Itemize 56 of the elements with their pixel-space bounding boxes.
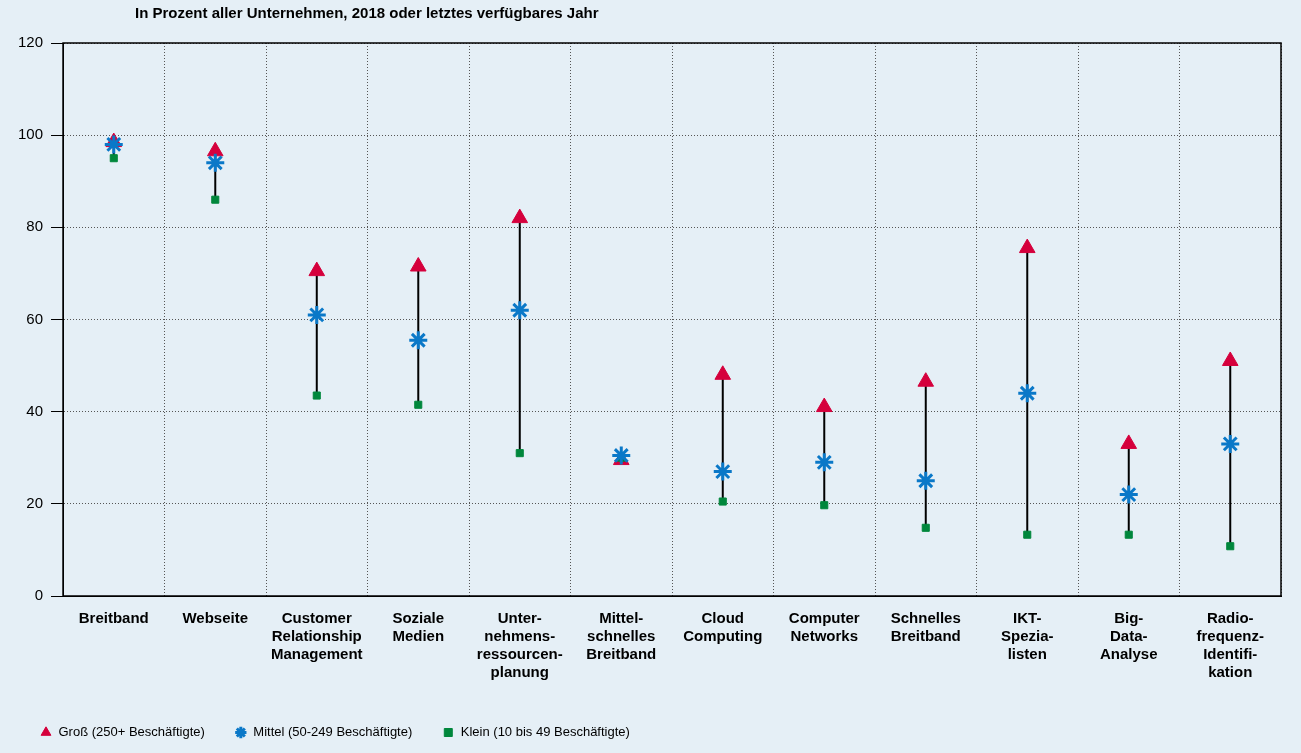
legend-label: Groß (250+ Beschäftigte) xyxy=(58,724,205,740)
point xyxy=(718,497,727,506)
point xyxy=(407,329,429,351)
x-tick-label: Soziale Medien xyxy=(392,609,445,645)
point xyxy=(1120,434,1138,449)
y-tick-label: 40 xyxy=(26,401,44,419)
y-tick-label: 120 xyxy=(18,33,44,51)
point xyxy=(714,365,732,380)
x-tick-label: Radio- frequenz- Identifi- kation xyxy=(1196,609,1265,681)
point xyxy=(1016,382,1038,404)
point xyxy=(1221,351,1239,366)
x-tick-label: Webseite xyxy=(182,609,249,627)
point xyxy=(712,461,734,483)
x-tick-label: Schnelles Breitband xyxy=(890,609,961,645)
point xyxy=(1023,530,1032,539)
point xyxy=(921,523,930,532)
point xyxy=(414,400,423,409)
y-tick-label: 60 xyxy=(26,309,44,327)
y-tick-label: 80 xyxy=(26,217,44,235)
point xyxy=(610,444,632,466)
point xyxy=(1018,238,1036,254)
point xyxy=(1226,542,1235,551)
point xyxy=(312,391,321,400)
chart-subtitle: In Prozent aller Unternehmen, 2018 oder letztes verfügbares Jahr xyxy=(135,4,599,21)
point xyxy=(915,470,937,492)
point xyxy=(109,154,118,163)
y-tick-label: 0 xyxy=(34,586,44,604)
point xyxy=(515,449,524,458)
point xyxy=(1118,484,1140,506)
x-tick-label: Computer Networks xyxy=(788,609,860,645)
x-tick-label: IKT- Spezia- listen xyxy=(1001,609,1054,663)
point xyxy=(306,304,328,326)
point xyxy=(308,261,326,277)
point xyxy=(1219,433,1241,455)
point xyxy=(509,299,531,321)
x-tick-label: Unter- nehmens- ressourcen- planung xyxy=(476,609,563,681)
x-tick-label: Cloud Computing xyxy=(683,609,763,645)
point xyxy=(409,257,427,272)
x-tick-label: Breitband xyxy=(78,609,149,627)
x-tick-label: Mittel- schnelles Breitband xyxy=(586,609,657,663)
y-tick-label: 100 xyxy=(18,125,44,143)
point xyxy=(820,501,829,510)
point xyxy=(103,133,125,155)
point xyxy=(511,208,529,224)
point xyxy=(1124,530,1133,539)
x-tick-label: Customer Relationship Management xyxy=(270,609,363,663)
point xyxy=(204,152,226,174)
x-tick-label: Big- Data- Analyse xyxy=(1099,609,1158,663)
point xyxy=(211,195,220,204)
point xyxy=(815,397,833,413)
legend-label: Mittel (50-249 Beschäftigte) xyxy=(253,724,413,740)
legend-label: Klein (10 bis 49 Beschäftigte) xyxy=(460,724,630,740)
point xyxy=(917,372,935,387)
point xyxy=(206,141,224,157)
point xyxy=(813,451,835,473)
y-tick-label: 20 xyxy=(26,493,44,511)
